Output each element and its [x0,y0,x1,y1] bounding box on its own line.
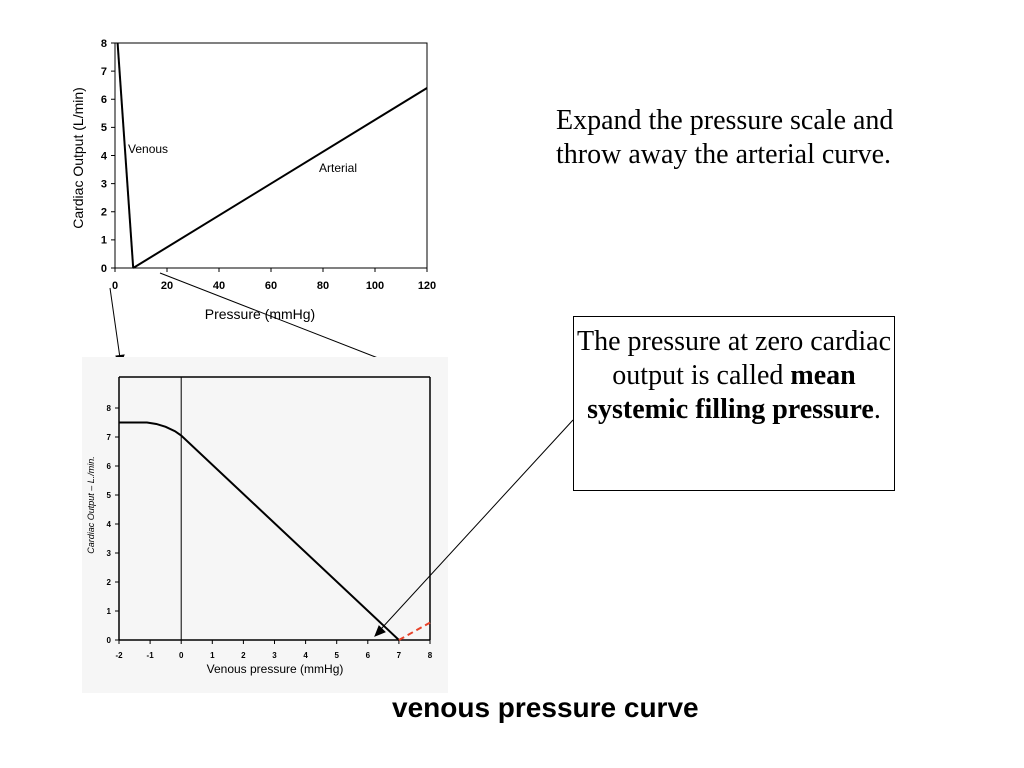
chart-bottom-x-tick-label: 2 [241,651,246,660]
chart-bottom-x-tick-label: 8 [428,651,433,660]
chart-bottom-y-axis-label: Cardiac Output – L./min. [86,456,96,554]
chart-top-y-tick-label: 6 [101,94,107,106]
chart-top-x-tick-label: 100 [366,280,384,292]
chart-top: 0 1 2 3 4 5 6 7 8 0 20 40 60 80 100 120 Venous Arteria… [70,38,436,322]
chart-top-arterial-label: Arterial [319,161,357,175]
chart-bottom-y-tick-label: 8 [107,404,112,413]
callout-arrow-line [380,419,574,630]
chart-top-series-arterial-line [132,87,428,269]
chart-bottom-background [82,357,448,693]
chart-top-y-tick-label: 1 [101,235,107,247]
chart-bottom-y-tick-label: 7 [107,433,112,442]
chart-top-series-venous-line [116,42,135,269]
chart-top-x-tick-label: 120 [418,280,436,292]
chart-top-x-axis-label: Pressure (mmHg) [205,306,315,322]
chart-bottom-series-venous-line [119,421,400,641]
chart-bottom-y-tick-label: 3 [107,549,112,558]
chart-top-y-tick-label: 7 [101,66,107,78]
slide-caption: venous pressure curve [392,692,699,723]
chart-top-x-tick-label: 60 [265,280,277,292]
chart-top-x-tick-label: 0 [112,280,118,292]
chart-bottom-x-tick-label: -1 [147,651,155,660]
callout-text-bold: mean systemic filling pressure [587,360,874,425]
chart-top-y-tick-label: 5 [101,122,107,134]
chart-bottom-x-tick-label: 6 [366,651,371,660]
chart-bottom-x-tick-label: 5 [334,651,339,660]
arrow-left-connector [109,287,121,359]
chart-top-y-axis-label: Cardiac Output (L/min) [70,87,86,229]
chart-top-y-tick-label: 0 [101,263,107,275]
arrow-right-connector [159,272,415,373]
chart-bottom-y-tick-label: 4 [107,520,112,529]
expand-scale-note: Expand the pressure scale and throw away… [556,105,894,170]
chart-top-y-tick-label: 8 [101,38,107,50]
mean-systemic-filling-pressure-callout: The pressure at zero cardiac output is c… [573,316,895,491]
chart-bottom-series-dashed-line [398,621,431,641]
chart-bottom-y-tick-label: 6 [107,462,112,471]
chart-top-x-tick-label: 40 [213,280,225,292]
chart-bottom-x-tick-label: 0 [179,651,184,660]
chart-top-venous-label: Venous [128,142,168,156]
callout-text-end: . [873,394,881,425]
chart-top-x-tick-label: 20 [161,280,173,292]
chart-top-x-tick-label: 80 [317,280,329,292]
callout-arrow-head [374,625,386,637]
callout-text-start: The pressure at zero cardiac output is c… [576,326,892,391]
chart-bottom-x-tick-label: 3 [272,651,277,660]
chart-top-y-tick-label: 3 [101,178,107,190]
chart-bottom-x-tick-label: -2 [115,651,123,660]
chart-bottom-y-tick-label: 2 [107,578,112,587]
chart-bottom-y-tick-label: 1 [107,607,112,616]
chart-bottom: 0 1 2 3 4 5 6 7 8 -2 -1 0 1 2 3 4 5 6 7 8 Venous pressure … [82,357,448,693]
chart-bottom-x-tick-label: 1 [210,651,215,660]
callout-arrow [374,419,574,637]
chart-bottom-x-tick-label: 7 [397,651,402,660]
chart-top-y-tick-label: 4 [101,150,108,162]
chart-bottom-x-axis-label: Venous pressure (mmHg) [207,662,344,676]
chart-bottom-x-tick-label: 4 [303,651,308,660]
chart-top-y-tick-label: 2 [101,207,107,219]
chart-bottom-y-tick-label: 5 [107,491,112,500]
chart-bottom-y-tick-label: 0 [107,636,112,645]
